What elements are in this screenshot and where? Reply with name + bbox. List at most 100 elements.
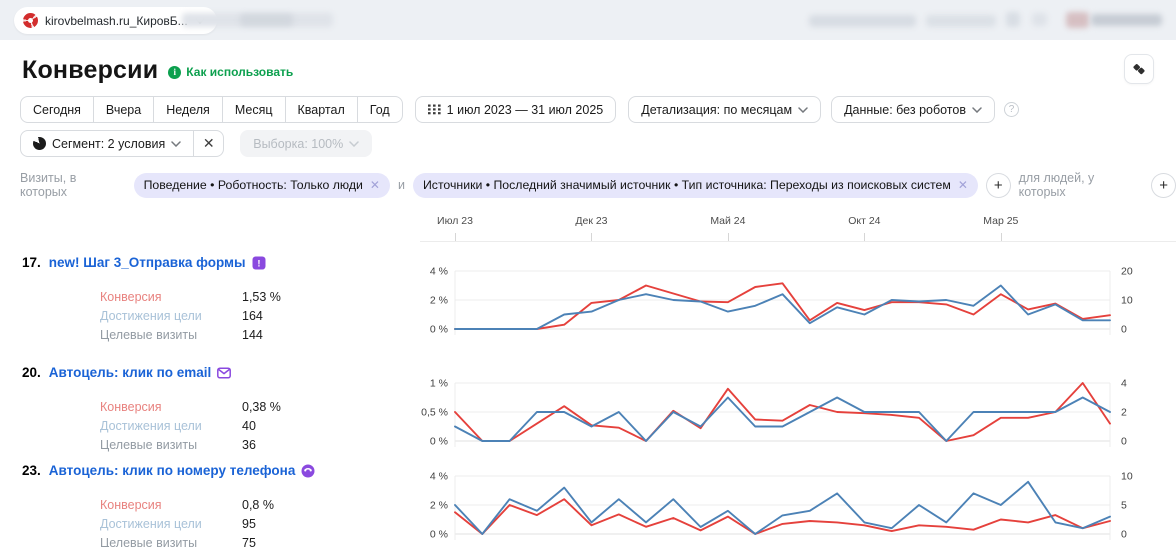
form-goal-icon: ! (252, 256, 266, 270)
counter-label: kirovbelmash.ru_КировБ... (45, 13, 188, 28)
svg-text:20: 20 (1121, 266, 1133, 278)
add-visit-condition-button[interactable]: + (985, 172, 1011, 198)
conversion-chart[interactable]: 4 % 20 2 % 10 0 % 0 (420, 255, 1176, 341)
goal-link[interactable]: new! Шаг 3_Отправка формы (48, 255, 246, 270)
metric-value: 95 (242, 516, 256, 531)
redacted-text (1032, 13, 1047, 26)
metric-row: Достижения цели 40 (100, 416, 420, 435)
segment-condition-chip[interactable]: Источники • Последний значимый источник … (412, 172, 978, 198)
redacted-text (1006, 12, 1020, 27)
clear-segment-button[interactable]: ✕ (193, 130, 225, 157)
metric-row: Целевые визиты 75 (100, 533, 420, 547)
svg-text:0 %: 0 % (430, 529, 448, 541)
x-axis-tick-label: Окт 24 (848, 215, 881, 227)
goal-link[interactable]: Автоцель: клик по номеру телефона (48, 463, 296, 478)
phone-goal-icon (301, 464, 315, 478)
compare-icon (1133, 64, 1145, 75)
data-dropdown[interactable]: Данные: без роботов (831, 96, 995, 123)
metrica-logo-icon (23, 13, 38, 28)
metric-value: 0,38 % (242, 399, 281, 414)
period-button-Месяц[interactable]: Месяц (221, 96, 286, 123)
segment-dropdown[interactable]: Сегмент: 2 условия (20, 130, 195, 157)
metric-row: Целевые визиты 144 (100, 325, 420, 344)
svg-text:0,5 %: 0,5 % (421, 407, 448, 419)
metric-label: Достижения цели (100, 308, 202, 323)
x-axis-tick-mark (864, 233, 866, 241)
goal-metrics: Конверсия 0,8 % Достижения цели 95 Целевые в… (100, 495, 420, 547)
segment-toolbar: Сегмент: 2 условия ✕ Выборка: 100% (20, 130, 1156, 157)
svg-text:2 %: 2 % (430, 500, 448, 512)
metric-row: Конверсия 0,8 % (100, 495, 420, 514)
x-axis-tick-mark (727, 233, 729, 241)
chevron-down-icon (349, 140, 359, 147)
metric-value: 40 (242, 418, 256, 433)
period-button-Год[interactable]: Год (356, 96, 403, 123)
chart-x-axis: Июл 23 Дек 23 Май 24 Окт 24 Мар 25 (420, 209, 1176, 242)
svg-text:10: 10 (1121, 295, 1133, 307)
x-axis-tick-mark (1000, 233, 1002, 241)
goal-info: 23. Автоцель: клик по номеру телефона Конв… (0, 457, 420, 547)
segment-conditions-row: Визиты, в которых Поведение • Роботность:… (20, 171, 1176, 199)
metric-label: Целевые визиты (100, 535, 198, 547)
remove-condition-icon[interactable]: ✕ (957, 178, 968, 192)
svg-text:2 %: 2 % (430, 295, 448, 307)
x-axis-tick-label: Май 24 (710, 215, 746, 227)
goals-list: 17. new! Шаг 3_Отправка формы! Конверсия 1,… (0, 242, 1176, 547)
svg-text:4 %: 4 % (430, 471, 448, 483)
metric-value: 0,8 % (242, 497, 274, 512)
goal-metrics: Конверсия 1,53 % Достижения цели 164 Целевые… (100, 287, 420, 344)
metric-value: 144 (242, 327, 263, 342)
info-icon: i (168, 65, 182, 79)
period-button-Вчера[interactable]: Вчера (92, 96, 155, 123)
remove-condition-icon[interactable]: ✕ (369, 178, 380, 192)
how-to-use-link[interactable]: Как использовать (186, 65, 294, 79)
help-icon[interactable]: ? (1004, 102, 1019, 117)
x-axis-tick-mark (455, 233, 456, 241)
metric-value: 1,53 % (242, 289, 281, 304)
metric-row: Достижения цели 164 (100, 306, 420, 325)
chip-label: Поведение • Роботность: Только люди (143, 178, 363, 192)
metric-row: Целевые визиты 36 (100, 435, 420, 454)
and-label: и (397, 178, 405, 192)
goal-number: 23. (22, 463, 41, 478)
chart-area: 1 % 4 0,5 % 2 0 % 0 (420, 359, 1176, 457)
page-title: Конверсии (22, 55, 159, 84)
metric-value: 36 (242, 437, 256, 452)
metric-label: Достижения цели (100, 418, 202, 433)
metric-label: Конверсия (100, 289, 162, 304)
svg-text:0: 0 (1121, 324, 1127, 336)
add-people-condition-button[interactable]: + (1151, 172, 1176, 198)
goal-number: 17. (22, 255, 41, 270)
metric-value: 75 (242, 535, 256, 547)
redacted-text (240, 14, 293, 26)
chevron-down-icon (798, 106, 808, 113)
goal-metrics: Конверсия 0,38 % Достижения цели 40 Целевые … (100, 397, 420, 454)
svg-text:0 %: 0 % (430, 324, 448, 336)
metric-label: Достижения цели (100, 516, 202, 531)
period-button-Неделя[interactable]: Неделя (153, 96, 223, 123)
browser-topbar: kirovbelmash.ru_КировБ... (0, 0, 1176, 40)
goal-info: 17. new! Шаг 3_Отправка формы! Конверсия 1,… (0, 247, 420, 359)
redacted-text (809, 15, 916, 27)
email-goal-icon (217, 366, 232, 380)
metric-label: Целевые визиты (100, 327, 198, 342)
chart-area: 4 % 10 2 % 5 0 % 0 (420, 457, 1176, 547)
period-button-Сегодня[interactable]: Сегодня (20, 96, 94, 123)
date-range-button[interactable]: 1 июл 2023 — 31 июл 2025 (414, 96, 617, 123)
goal-link[interactable]: Автоцель: клик по email (48, 365, 212, 380)
svg-text:0: 0 (1121, 529, 1127, 541)
conversion-chart[interactable]: 1 % 4 0,5 % 2 0 % 0 (420, 367, 1176, 453)
goal-number: 20. (22, 365, 41, 380)
calendar-grid-icon (427, 104, 441, 115)
sampling-dropdown[interactable]: Выборка: 100% (240, 130, 373, 157)
x-axis-tick-label: Дек 23 (575, 215, 608, 227)
segment-condition-chip[interactable]: Поведение • Роботность: Только люди ✕ (133, 172, 390, 198)
period-button-Квартал[interactable]: Квартал (284, 96, 358, 123)
detalization-dropdown[interactable]: Детализация: по месяцам (628, 96, 822, 123)
conversion-chart[interactable]: 4 % 10 2 % 5 0 % 0 (420, 460, 1176, 546)
goal-title-line: 20. Автоцель: клик по email (22, 359, 420, 380)
svg-text:5: 5 (1121, 500, 1127, 512)
svg-text:!: ! (257, 259, 260, 270)
compare-segments-button[interactable] (1124, 54, 1154, 84)
svg-text:2: 2 (1121, 407, 1127, 419)
